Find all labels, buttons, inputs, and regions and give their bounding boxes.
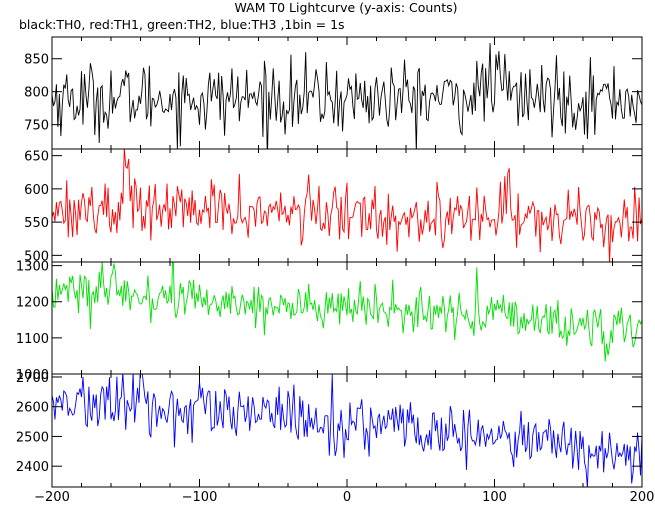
- x-tick-label: 200: [630, 490, 655, 505]
- y-tick-label: 750: [24, 119, 49, 134]
- panel-th1: 500 550 600 650: [24, 148, 643, 264]
- x-tick-label: 0: [343, 490, 351, 505]
- series-line-th3: [52, 374, 642, 487]
- y-tick-label: 2500: [16, 430, 49, 445]
- y-tick-label: 1200: [16, 296, 49, 311]
- y-tick-label: 850: [24, 53, 49, 68]
- series-line-th2: [52, 262, 642, 362]
- x-tick-label: −100: [182, 490, 218, 505]
- chart-subtitle-legend: black:TH0, red:TH1, green:TH2, blue:TH3 …: [19, 17, 345, 32]
- panels-group: 7508008505005506006501000110012001300240…: [16, 36, 655, 505]
- series-line-th0: [52, 43, 642, 149]
- y-tick-label: 800: [24, 86, 49, 101]
- series-line-th1: [52, 149, 642, 262]
- panel-th3: 2400 2500 2600 2700: [16, 371, 643, 488]
- x-tick-label: 100: [482, 490, 507, 505]
- x-tick-label: −200: [34, 490, 70, 505]
- y-tick-label: 500: [24, 249, 49, 264]
- y-tick-label: 2600: [16, 401, 49, 416]
- chart-title: WAM T0 Lightcurve (y-axis: Counts): [234, 0, 457, 15]
- panel-th2: 1000 1100 1200 1300: [16, 260, 643, 383]
- y-tick-label: 1000: [16, 368, 49, 383]
- y-tick-label: 2400: [16, 460, 49, 475]
- y-tick-label: 650: [24, 150, 49, 165]
- y-tick-label: 600: [24, 183, 49, 198]
- y-tick-label: 550: [24, 216, 49, 231]
- panel-th0: 750 800 850: [24, 36, 643, 150]
- y-tick-label: 2700: [16, 371, 49, 386]
- y-tick-label: 1300: [16, 260, 49, 275]
- panel-frame: [51, 148, 643, 263]
- y-tick-label: 1100: [16, 332, 49, 347]
